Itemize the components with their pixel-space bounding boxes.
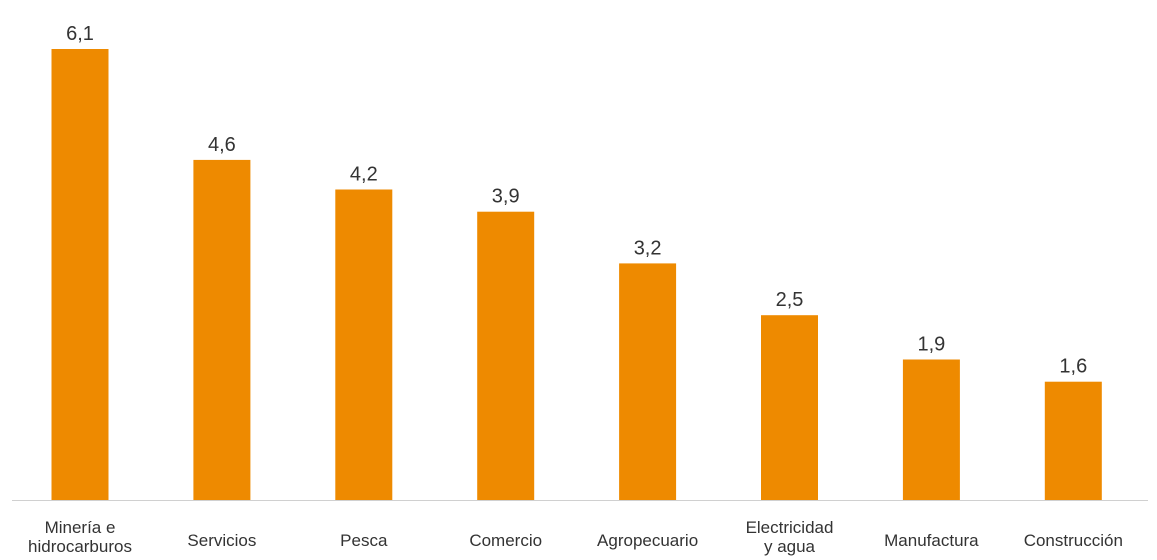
category-tick-label: Comercio bbox=[469, 531, 542, 550]
bar-value-label: 1,9 bbox=[917, 334, 945, 356]
category-tick-label: Servicios bbox=[187, 531, 256, 550]
category-tick-label: Construcción bbox=[1024, 531, 1123, 550]
bar bbox=[477, 211, 535, 500]
bar-value-label: 3,9 bbox=[492, 186, 520, 208]
value-labels-group: 6,1 4,6 4,2 3,9 3,2 2,5 1,9 1,6 bbox=[66, 23, 1087, 378]
category-tick-label: Manufactura bbox=[884, 531, 979, 550]
bar-value-label: 1,6 bbox=[1059, 356, 1087, 378]
bar bbox=[902, 359, 960, 500]
bar bbox=[51, 49, 109, 500]
bar-value-label: 4,6 bbox=[208, 134, 236, 156]
bar-value-label: 4,2 bbox=[350, 164, 378, 186]
bar bbox=[761, 315, 818, 500]
category-tick-label: Minería e hidrocarburos bbox=[28, 518, 132, 556]
bar-value-label: 3,2 bbox=[634, 237, 662, 259]
category-labels-group: Minería e hidrocarburos Servicios Pesca Come… bbox=[28, 518, 1123, 556]
category-tick-label: Pesca bbox=[340, 531, 388, 550]
bar-value-label: 2,5 bbox=[776, 289, 804, 311]
bar bbox=[1044, 381, 1102, 500]
category-tick-label: Electricidad y agua bbox=[746, 518, 834, 556]
bar-value-label: 6,1 bbox=[66, 23, 94, 45]
bar bbox=[335, 189, 393, 500]
bar bbox=[619, 263, 677, 500]
bars-group bbox=[51, 49, 1102, 500]
category-tick-label: Agropecuario bbox=[597, 531, 698, 550]
bar bbox=[193, 159, 251, 500]
